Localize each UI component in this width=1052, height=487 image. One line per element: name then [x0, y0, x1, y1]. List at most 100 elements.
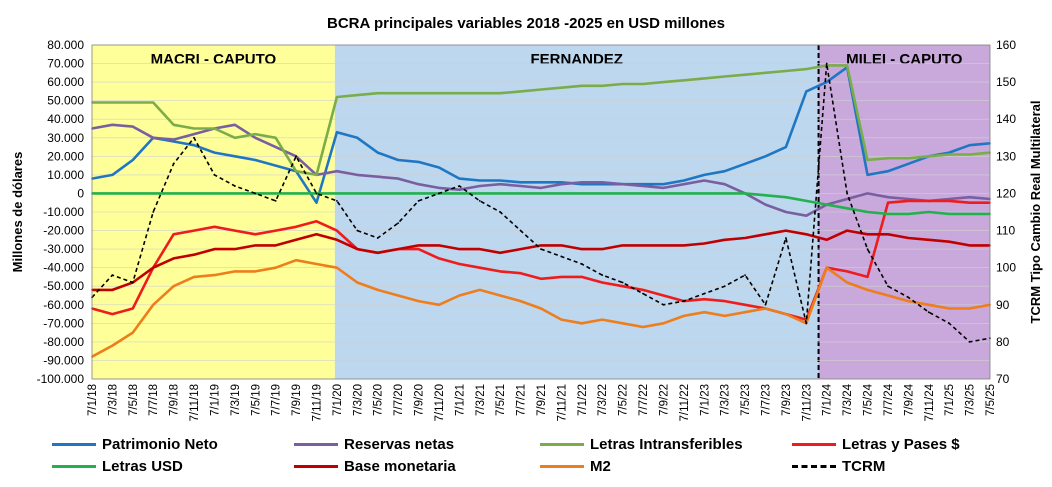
data-point	[744, 192, 746, 195]
data-point	[580, 248, 583, 251]
data-point	[111, 123, 114, 126]
x-tick-label: 7/1/20	[332, 384, 344, 416]
data-point	[172, 233, 175, 236]
data-point	[172, 123, 175, 126]
data-point	[785, 196, 787, 199]
x-tick-label: 7/1/24	[822, 383, 834, 416]
data-point	[356, 173, 359, 176]
data-point	[907, 157, 910, 160]
data-point	[356, 136, 359, 139]
data-point	[866, 248, 869, 251]
data-point	[601, 281, 604, 284]
data-point	[703, 311, 706, 314]
data-point	[703, 77, 706, 80]
series-tcrm	[91, 62, 991, 343]
x-tick-label: 7/9/23	[781, 384, 793, 416]
data-point	[172, 138, 175, 141]
data-point	[111, 173, 114, 176]
data-point	[682, 183, 685, 186]
data-point	[601, 192, 604, 195]
data-point	[968, 196, 971, 199]
y2-axis-title: TCRM Tipo Cambio Real Multilateral	[1028, 101, 1043, 324]
data-point	[478, 192, 481, 195]
data-point	[948, 240, 951, 243]
data-point	[315, 233, 318, 236]
data-point	[866, 192, 869, 195]
data-point	[499, 179, 502, 182]
data-point	[662, 192, 665, 195]
x-tick-label: 7/9/24	[903, 383, 915, 416]
data-point	[887, 212, 889, 215]
y-tick-label: 20.000	[47, 149, 84, 163]
data-point	[682, 179, 685, 182]
data-point	[907, 162, 910, 165]
data-point	[642, 289, 644, 291]
data-point	[887, 157, 889, 160]
series-patrimonio-neto	[91, 66, 991, 204]
data-point	[703, 292, 706, 295]
data-point	[866, 173, 869, 176]
data-point	[131, 307, 134, 310]
y-tick-label: -40.000	[43, 261, 84, 275]
y-tick-label: -100.000	[37, 372, 85, 386]
x-tick-label: 7/9/19	[291, 384, 303, 416]
data-point	[785, 313, 787, 315]
data-point	[682, 192, 685, 195]
data-point	[764, 155, 767, 158]
data-point	[233, 248, 236, 251]
data-point	[213, 274, 216, 276]
data-point	[560, 183, 563, 186]
data-point	[478, 92, 481, 95]
data-point	[478, 199, 481, 202]
data-point	[540, 244, 542, 247]
data-point	[336, 229, 338, 232]
data-point	[560, 86, 563, 89]
data-point	[825, 203, 828, 206]
data-point	[397, 248, 400, 251]
data-point	[560, 244, 563, 247]
x-tick-label: 7/1/18	[87, 384, 99, 416]
data-point	[621, 192, 624, 195]
y2-tick-label: 100	[996, 261, 1016, 275]
series-letras-usd	[91, 192, 991, 216]
data-point	[846, 281, 849, 284]
data-point	[193, 276, 195, 278]
data-point	[336, 131, 338, 134]
data-point	[785, 70, 787, 72]
x-tick-label: 7/9/18	[169, 384, 181, 416]
data-point	[662, 303, 665, 306]
data-point	[336, 199, 338, 202]
y-tick-label: 10.000	[47, 168, 84, 182]
data-point	[336, 192, 338, 195]
data-point	[376, 151, 379, 154]
data-point	[315, 173, 318, 176]
data-point	[805, 233, 808, 236]
data-point	[519, 272, 522, 275]
data-point	[356, 281, 359, 284]
data-point	[887, 294, 889, 297]
data-point	[519, 248, 522, 251]
period-label-2: MILEI - CAPUTO	[846, 51, 963, 68]
data-point	[723, 192, 726, 195]
data-point	[417, 92, 420, 95]
data-point	[744, 73, 746, 76]
data-point	[927, 211, 930, 213]
data-point	[968, 307, 971, 310]
x-tick-label: 7/11/23	[801, 384, 813, 422]
x-tick-label: 7/7/19	[271, 384, 283, 416]
data-point	[907, 300, 910, 302]
data-point	[233, 192, 236, 195]
data-point	[499, 192, 502, 195]
data-point	[948, 212, 951, 215]
data-point	[968, 340, 971, 343]
data-point	[131, 281, 134, 284]
data-point	[478, 185, 481, 187]
series-layer	[91, 62, 991, 358]
x-tick-label: 7/3/18	[107, 384, 119, 416]
data-point	[682, 315, 685, 317]
data-point	[458, 185, 461, 187]
y2-tick-label: 140	[996, 112, 1016, 126]
data-point	[152, 101, 155, 104]
data-point	[825, 266, 828, 269]
data-point	[315, 192, 318, 195]
